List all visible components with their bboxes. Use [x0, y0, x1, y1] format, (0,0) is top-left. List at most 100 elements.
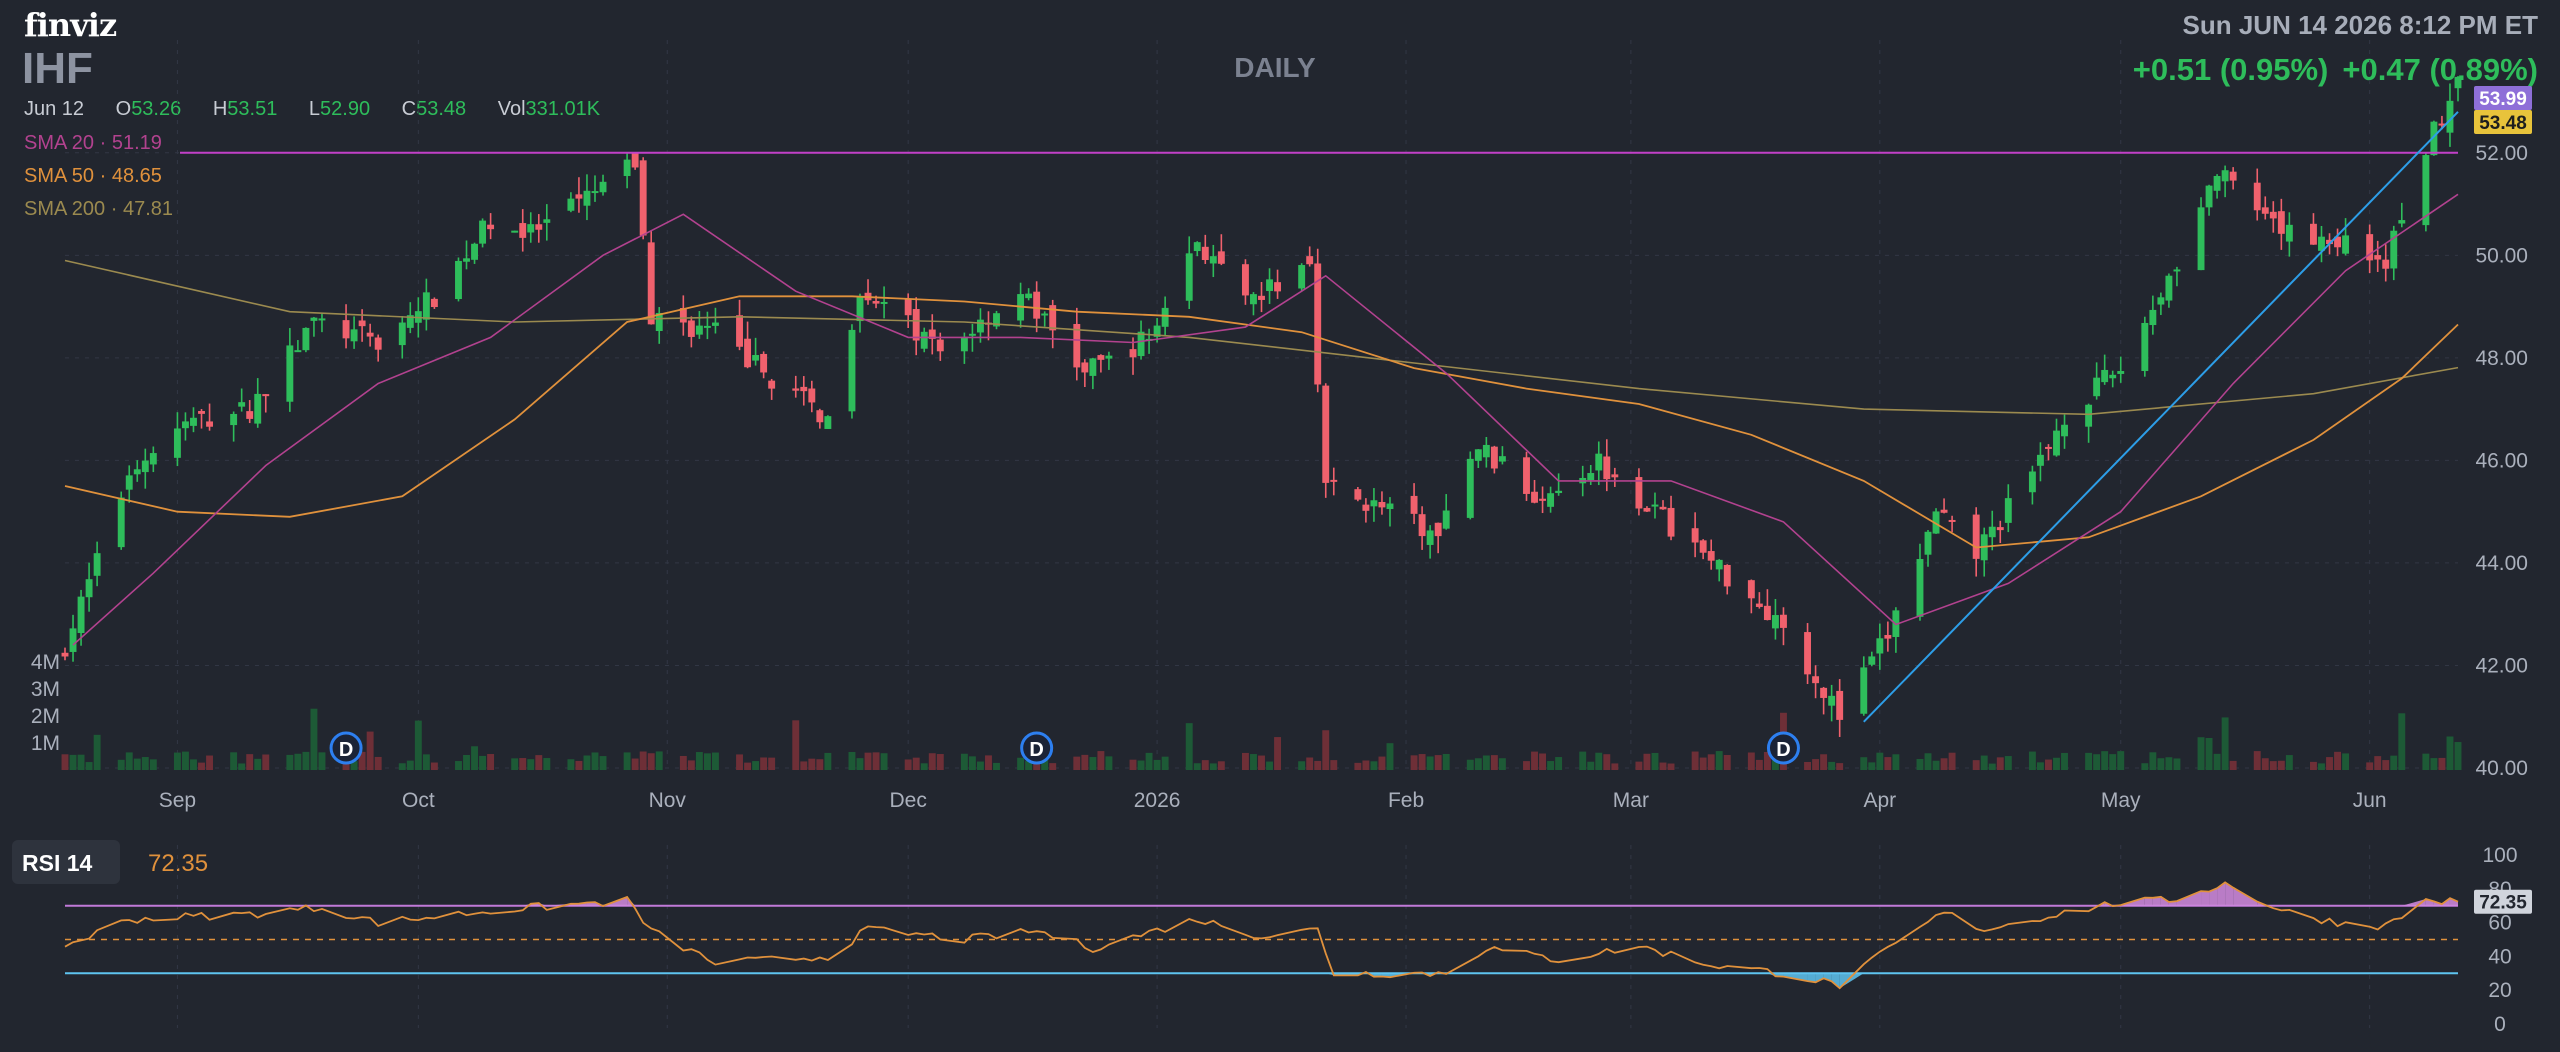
candle-body [2277, 211, 2285, 234]
candle-body [1217, 251, 1225, 264]
volume-bar [1474, 758, 1482, 770]
candle-body [800, 386, 808, 392]
volume-bar [246, 754, 254, 770]
volume-bar [2310, 761, 2317, 770]
rsi-value-tag: 72.35 [2474, 889, 2532, 914]
rsi-axis-label: 40 [2488, 945, 2511, 968]
timeframe-label[interactable]: DAILY [1234, 52, 1316, 83]
candle-body [1097, 355, 1105, 360]
candle-body [1498, 456, 1506, 462]
volume-bar [2430, 758, 2438, 770]
volume-bar [800, 761, 808, 770]
volume-bar [1828, 761, 1836, 770]
volume-bar [1804, 762, 1812, 770]
volume-bar [1418, 754, 1426, 770]
volume-bar [1145, 752, 1153, 770]
volume-bar [358, 751, 366, 770]
candle-body [2045, 446, 2052, 449]
low-label: L [308, 98, 321, 120]
volume-axis-label: 1M [31, 732, 60, 755]
volume-bar [511, 758, 519, 770]
volume-bar [1378, 756, 1386, 770]
ohlc-readout: Jun 12 O53.26 H53.51 L52.90 C53.48 Vol33… [24, 98, 600, 121]
candle-body [567, 198, 575, 211]
sma200-label: SMA 200 [24, 198, 106, 220]
candle-body [904, 298, 912, 316]
volume-bar [631, 758, 639, 770]
candle-body [1033, 291, 1041, 319]
volume-value: 331.01K [525, 98, 601, 120]
volume-bar [182, 751, 189, 770]
candle-body [872, 301, 880, 304]
volume-bar [960, 753, 968, 770]
candle-body [1266, 279, 1273, 292]
candle-body [1763, 605, 1771, 621]
candle-body [1988, 526, 1996, 538]
date-axis-label: Mar [1613, 789, 1649, 812]
date-axis-label: Dec [889, 789, 926, 812]
volume-axis-label: 3M [31, 678, 60, 701]
candle-body [2334, 236, 2341, 248]
candle-body [2036, 454, 2044, 466]
candle-body [173, 428, 181, 458]
candle-body [760, 353, 768, 373]
candle-body [591, 191, 599, 194]
candle-body [286, 345, 294, 402]
volume-bar [1209, 763, 1217, 770]
candle-body [2117, 371, 2125, 374]
sma50-legend[interactable]: SMA 50 · 48.65 [24, 165, 162, 188]
date-axis-label: 2026 [1134, 789, 1181, 812]
volume-bar [535, 755, 543, 770]
candle-body [1651, 504, 1659, 507]
candle-body [422, 292, 430, 320]
dividend-marker: D [329, 731, 363, 765]
candle-body [912, 309, 920, 341]
volume-bar [824, 752, 832, 770]
volume-bar [2398, 713, 2406, 770]
volume-bar [1442, 753, 1450, 770]
volume-bar [471, 746, 478, 770]
ticker-symbol: IHF [22, 44, 93, 93]
volume-bar [1153, 759, 1161, 770]
candle-body [1089, 358, 1097, 376]
volume-bar [398, 763, 406, 770]
candle-body [1595, 453, 1603, 471]
candle-body [487, 224, 495, 230]
volume-bar [2454, 742, 2462, 770]
candle-body [703, 325, 711, 328]
candle-body [695, 325, 703, 335]
volume-bar [125, 752, 133, 770]
candle-body [294, 350, 302, 353]
candle-body [455, 260, 462, 300]
rsi-overbought-fill [2209, 888, 2218, 906]
candle-body [1185, 253, 1193, 301]
rsi-value: 72.35 [148, 850, 209, 877]
candle-body [1996, 527, 2004, 531]
candle-body [1466, 458, 1474, 518]
volume-bar [374, 756, 382, 770]
volume-bar [1498, 758, 1506, 770]
candle-body [1041, 313, 1049, 316]
candle-body [1523, 457, 1530, 494]
candle-body [583, 190, 591, 206]
candle-body [2229, 171, 2237, 181]
candle-body [1362, 504, 1370, 511]
candle-body [1539, 498, 1547, 501]
volume-bar [1306, 757, 1314, 770]
sma20-legend[interactable]: SMA 20 · 51.19 [24, 132, 162, 155]
finviz-logo[interactable]: finviz [24, 6, 117, 44]
volume-bar [920, 763, 928, 770]
volume-bar [1611, 763, 1619, 770]
volume-bar [639, 751, 647, 770]
candle-body [1603, 456, 1611, 480]
rsi-label-box[interactable] [12, 840, 120, 884]
volume-bar [1771, 760, 1779, 770]
candle-body [2141, 322, 2149, 372]
volume-bar [173, 752, 181, 770]
rsi-label: RSI 14 [22, 850, 93, 876]
candle-body [1193, 242, 1201, 252]
candle-body [141, 460, 149, 473]
volume-bar [1354, 762, 1362, 770]
sma200-legend[interactable]: SMA 200 · 47.81 [24, 198, 173, 221]
